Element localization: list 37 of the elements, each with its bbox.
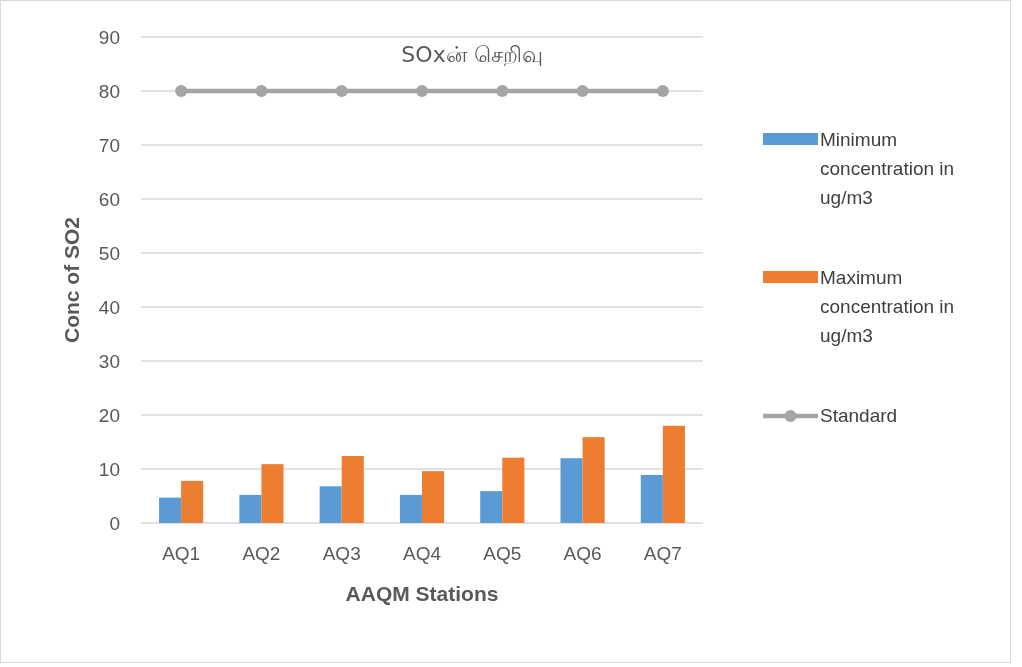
bar bbox=[662, 425, 685, 523]
bar bbox=[640, 474, 663, 523]
bar bbox=[399, 494, 422, 523]
bar bbox=[582, 437, 605, 523]
y-tick-label: 70 bbox=[98, 135, 120, 156]
chart-title: SOxன் செறிவு bbox=[401, 42, 543, 67]
x-axis-title: AAQM Stations bbox=[345, 582, 499, 605]
y-tick-label: 30 bbox=[98, 351, 120, 372]
bar bbox=[159, 497, 182, 523]
y-tick-label: 80 bbox=[98, 81, 120, 102]
x-tick-label: AQ2 bbox=[242, 543, 281, 564]
x-tick-label: AQ4 bbox=[402, 543, 442, 564]
y-tick-label: 50 bbox=[98, 243, 120, 264]
legend-label: Maximum concentration in ug/m3 bbox=[820, 267, 955, 346]
legend-label: Standard bbox=[820, 405, 898, 426]
y-tick-label: 40 bbox=[98, 297, 120, 318]
x-tick-label: AQ7 bbox=[643, 543, 682, 564]
bar bbox=[261, 464, 284, 523]
y-tick-label: 10 bbox=[98, 459, 120, 480]
bar bbox=[239, 494, 262, 523]
y-tick-label: 60 bbox=[98, 189, 120, 210]
bar bbox=[560, 458, 583, 523]
y-tick-label: 20 bbox=[98, 405, 120, 426]
y-tick-label: 90 bbox=[98, 27, 120, 48]
bar bbox=[341, 456, 364, 523]
bar bbox=[181, 480, 204, 523]
y-tick-label: 0 bbox=[109, 513, 120, 534]
x-tick-label: AQ5 bbox=[483, 543, 522, 564]
legend-label: Minimum concentration in ug/m3 bbox=[820, 129, 955, 208]
x-tick-label: AQ1 bbox=[162, 543, 201, 564]
bar bbox=[480, 491, 503, 523]
y-axis-title: Conc of SO2 bbox=[60, 216, 83, 344]
bar bbox=[502, 457, 525, 523]
bar bbox=[422, 471, 445, 523]
x-tick-label: AQ3 bbox=[322, 543, 361, 564]
x-tick-label: AQ6 bbox=[563, 543, 602, 564]
bar bbox=[319, 486, 342, 523]
